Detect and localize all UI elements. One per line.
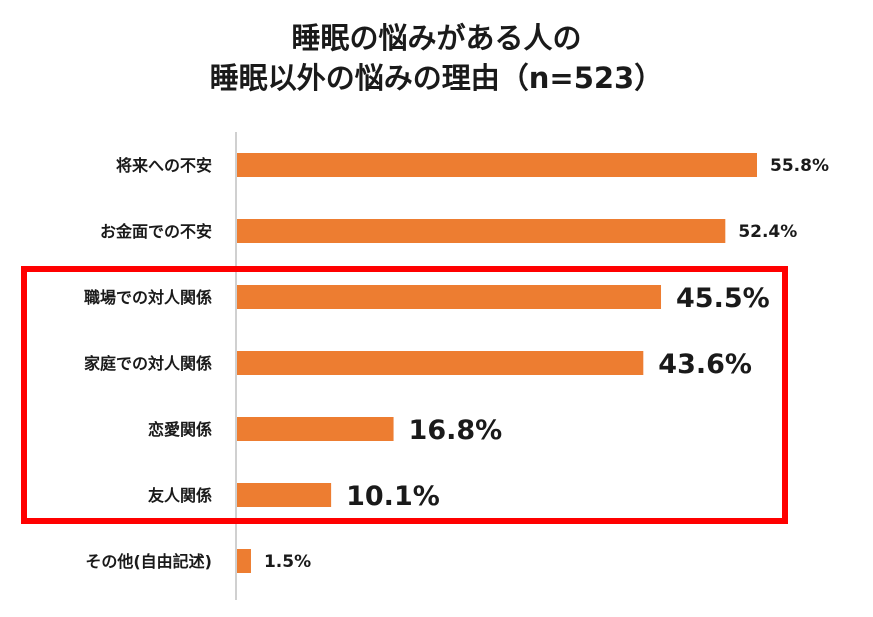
bar [237, 549, 251, 573]
value-label: 43.6% [658, 349, 752, 380]
value-label: 1.5% [264, 552, 311, 572]
bar [237, 417, 394, 441]
highlight-box [21, 266, 788, 524]
bar [237, 285, 662, 309]
bar [237, 219, 726, 243]
value-label: 10.1% [346, 481, 440, 512]
category-label: 恋愛関係 [148, 420, 212, 439]
category-label: 友人関係 [148, 486, 212, 505]
bar [237, 483, 332, 507]
category-label: その他(自由記述) [85, 552, 212, 571]
value-label: 55.8% [770, 156, 829, 176]
category-label: 将来への不安 [116, 156, 212, 175]
value-label: 52.4% [738, 222, 797, 242]
category-label: 家庭での対人関係 [84, 354, 212, 373]
bar [237, 351, 644, 375]
bar [237, 153, 757, 177]
value-label: 45.5% [676, 283, 770, 314]
category-label: 職場での対人関係 [84, 288, 212, 307]
value-label: 16.8% [409, 415, 503, 446]
category-label: お金面での不安 [100, 222, 212, 241]
chart-title-line-2: 睡眠以外の悩みの理由（n=523） [209, 61, 664, 95]
chart-title-line-1: 睡眠の悩みがある人の [291, 21, 582, 55]
